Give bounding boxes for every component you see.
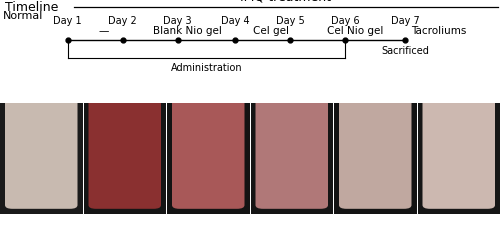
Bar: [334, 29, 416, 214]
Text: Cel Nio gel: Cel Nio gel: [327, 26, 383, 36]
FancyBboxPatch shape: [422, 28, 495, 209]
Text: IMQ treatment: IMQ treatment: [240, 0, 331, 4]
Text: Timeline: Timeline: [5, 1, 59, 14]
Text: —: —: [99, 26, 109, 36]
FancyBboxPatch shape: [5, 28, 78, 209]
Text: Day 4: Day 4: [220, 16, 250, 26]
Text: Blank Nio gel: Blank Nio gel: [153, 26, 222, 36]
Bar: [84, 29, 166, 214]
Text: Normal: Normal: [2, 11, 43, 21]
Text: Sacrificed: Sacrificed: [381, 46, 429, 56]
FancyBboxPatch shape: [339, 28, 411, 209]
FancyBboxPatch shape: [256, 28, 328, 209]
Text: Day 6: Day 6: [330, 16, 360, 26]
Text: Day 1: Day 1: [53, 16, 82, 26]
Bar: [250, 29, 333, 214]
Text: Tacroliums: Tacroliums: [411, 26, 466, 36]
Text: Day 5: Day 5: [276, 16, 304, 26]
Bar: [418, 29, 500, 214]
Bar: [167, 29, 250, 214]
FancyBboxPatch shape: [172, 28, 244, 209]
FancyBboxPatch shape: [88, 28, 161, 209]
Text: Day 2: Day 2: [108, 16, 137, 26]
Bar: [0, 29, 82, 214]
Bar: [0, 0, 500, 103]
Text: Day 7: Day 7: [390, 16, 420, 26]
Text: Day 3: Day 3: [163, 16, 192, 26]
Text: Cel gel: Cel gel: [253, 26, 289, 36]
Text: Administration: Administration: [170, 63, 242, 73]
